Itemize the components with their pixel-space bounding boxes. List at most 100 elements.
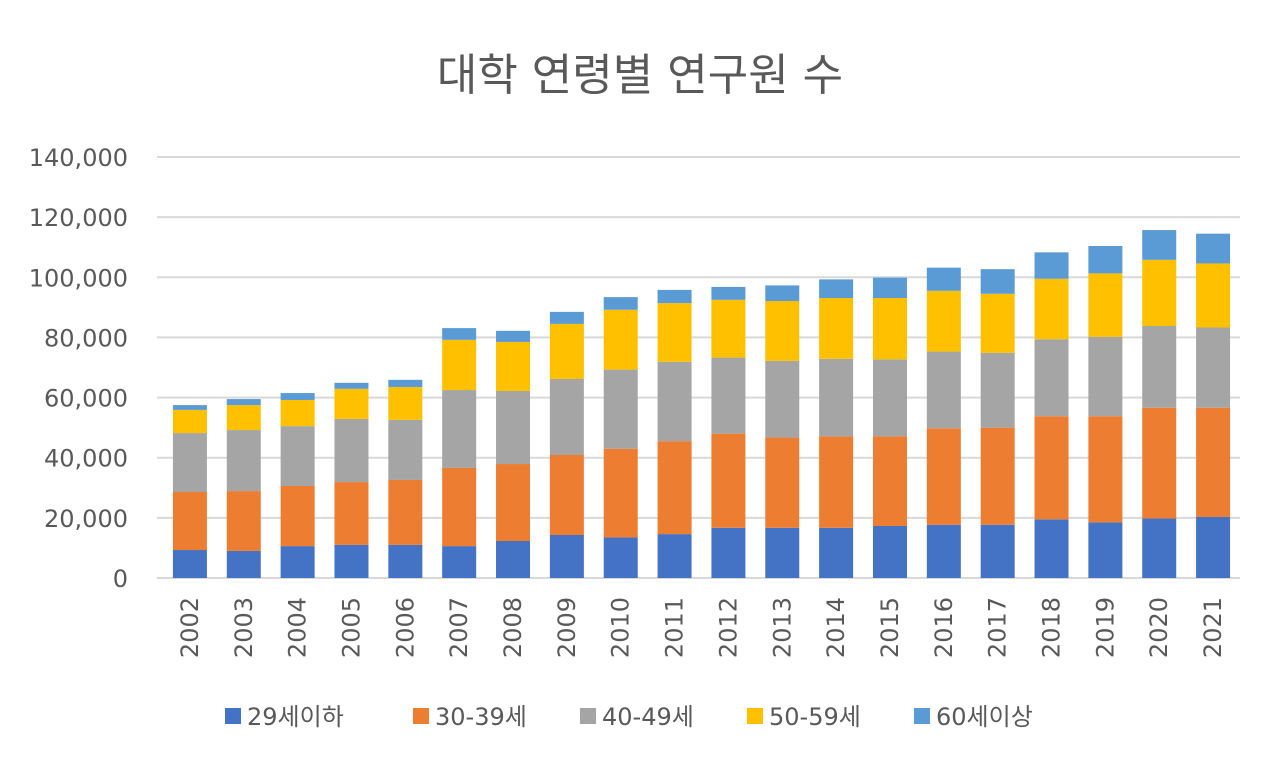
bar-segment — [1196, 327, 1231, 408]
bar-segment — [496, 341, 531, 391]
bar-segment — [172, 409, 207, 434]
bar-segment — [980, 524, 1015, 578]
bar-segment — [657, 303, 692, 362]
x-tick-label: 2013 — [768, 597, 796, 658]
bar-segment — [280, 426, 315, 486]
y-tick-label: 0 — [113, 565, 128, 593]
bars — [172, 230, 1231, 578]
bar-segment — [980, 352, 1015, 428]
bar-segment — [1196, 516, 1231, 578]
bar-segment — [1034, 252, 1069, 279]
bar-segment — [388, 419, 423, 480]
x-tick-label: 2021 — [1199, 597, 1227, 658]
bar-segment — [1196, 263, 1231, 328]
bar-segment — [442, 339, 477, 391]
bar-segment — [819, 527, 854, 578]
x-tick-label: 2004 — [284, 597, 312, 658]
bar-segment — [280, 485, 315, 547]
bar-segment — [442, 467, 477, 547]
bar-segment — [765, 360, 800, 438]
bar-segment — [1142, 518, 1177, 578]
legend-label: 30-39세 — [435, 703, 527, 731]
bar-segment — [388, 479, 423, 545]
bar-segment — [926, 351, 961, 429]
bar-segment — [172, 491, 207, 551]
legend-label: 29세이하 — [247, 703, 344, 731]
y-axis-ticks: 0 20,000 40,000 60,000 80,000 100,000 120,000 1… — [29, 144, 128, 593]
bar-segment — [496, 464, 531, 542]
legend-label: 50-59세 — [769, 703, 861, 731]
bar-segment — [711, 299, 746, 358]
bar-segment — [1088, 416, 1123, 523]
bar-segment — [226, 405, 261, 431]
x-axis-ticks: 2002 2003 2004 2005 2006 2007 2008 2009 2010 2011… — [176, 597, 1227, 658]
bar-segment — [657, 289, 692, 304]
bar-segment — [1034, 278, 1069, 340]
bar-segment — [334, 388, 369, 419]
bar-segment — [1034, 339, 1069, 417]
bar-segment — [496, 390, 531, 465]
bar-segment — [765, 527, 800, 578]
legend-label: 40-49세 — [602, 703, 694, 731]
x-tick-label: 2008 — [499, 597, 527, 658]
bar-segment — [872, 525, 907, 578]
bar-segment — [334, 418, 369, 483]
y-tick-label: 120,000 — [29, 204, 128, 232]
bar-segment — [334, 544, 369, 578]
bar-segment — [926, 267, 961, 291]
bar-segment — [765, 285, 800, 302]
bar-segment — [872, 359, 907, 437]
bar-segment — [657, 441, 692, 535]
bar-segment — [980, 269, 1015, 294]
bar-segment — [388, 544, 423, 578]
bar-segment — [226, 399, 261, 406]
bar-segment — [496, 330, 531, 342]
x-tick-label: 2016 — [930, 597, 958, 658]
x-tick-label: 2018 — [1038, 597, 1066, 658]
bar-segment — [1196, 233, 1231, 264]
y-tick-label: 100,000 — [29, 264, 128, 292]
y-tick-label: 40,000 — [44, 445, 128, 473]
bar-segment — [711, 357, 746, 434]
bar-segment — [980, 427, 1015, 525]
bar-segment — [226, 550, 261, 578]
bar-segment — [765, 301, 800, 361]
bar-segment — [549, 455, 584, 535]
bar-segment — [872, 298, 907, 360]
bar-segment — [603, 297, 638, 310]
y-tick-label: 20,000 — [44, 505, 128, 533]
bar-segment — [819, 358, 854, 437]
bar-segment — [549, 534, 584, 578]
bar-segment — [711, 286, 746, 300]
bar-segment — [172, 433, 207, 492]
x-tick-label: 2003 — [230, 597, 258, 658]
bar-segment — [711, 433, 746, 528]
legend-swatch — [580, 708, 596, 724]
bar-segment — [657, 361, 692, 442]
y-tick-label: 80,000 — [44, 324, 128, 352]
legend-swatch — [914, 708, 930, 724]
bar-segment — [1088, 273, 1123, 337]
bar-segment — [280, 399, 315, 427]
bar-segment — [334, 482, 369, 545]
legend-label: 60세이상 — [936, 703, 1033, 731]
legend-swatch — [747, 708, 763, 724]
bar-segment — [926, 290, 961, 352]
bar-segment — [172, 405, 207, 410]
x-tick-label: 2015 — [876, 597, 904, 658]
x-tick-label: 2014 — [822, 597, 850, 658]
bar-segment — [711, 527, 746, 578]
bar-segment — [980, 293, 1015, 353]
x-tick-label: 2020 — [1145, 597, 1173, 658]
bar-segment — [1088, 336, 1123, 417]
gridlines — [157, 156, 1240, 579]
bar-segment — [388, 387, 423, 420]
x-tick-label: 2017 — [984, 597, 1012, 658]
bar-segment — [442, 546, 477, 578]
y-tick-label: 60,000 — [44, 385, 128, 413]
legend-swatch — [413, 708, 429, 724]
bar-segment — [1142, 230, 1177, 260]
chart-title: 대학 연령별 연구원 수 — [437, 50, 843, 101]
bar-segment — [1088, 246, 1123, 274]
